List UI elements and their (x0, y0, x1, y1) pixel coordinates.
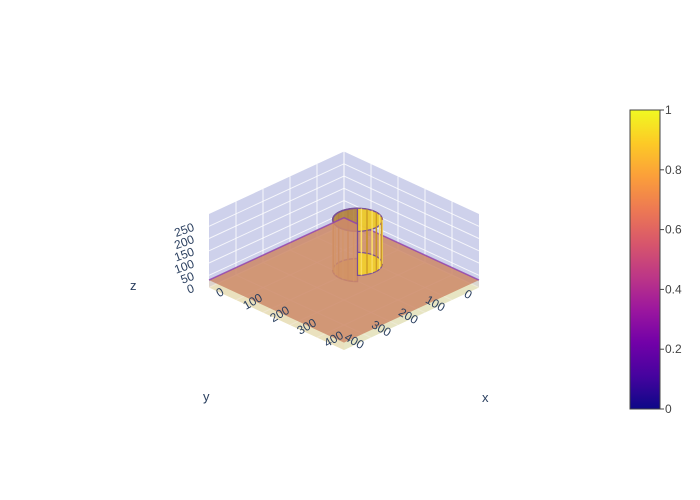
slab-front-y (209, 280, 344, 350)
colorbar-tick-label: 0.6 (665, 223, 682, 237)
colorbar-tick-label: 0 (665, 402, 672, 416)
colorbar-ticks: 0 0.2 0.4 0.6 0.8 1 (660, 103, 682, 416)
z-tick-label: 250 (172, 220, 196, 240)
slab-back-edge (208, 216, 480, 281)
colorbar-tick-label: 0.4 (665, 282, 682, 296)
colorbar-tick-label: 0.8 (665, 163, 682, 177)
x-axis-title: x (482, 390, 489, 405)
z-tick-label: 0 (185, 281, 196, 297)
z-axis-title: z (130, 278, 137, 293)
colorbar-gradient (629, 109, 661, 410)
z-tick-label: 50 (179, 269, 197, 287)
z-tick-label: 150 (172, 244, 196, 264)
colorbar-tick-label: 1 (665, 103, 672, 117)
z-tick-label: 200 (172, 232, 196, 252)
slab-front-x (344, 280, 479, 350)
colorbar-tick-label: 0.2 (665, 342, 682, 356)
z-tick-label: 100 (172, 257, 196, 277)
volume-render (208, 207, 480, 350)
y-axis-title: y (203, 389, 210, 404)
colorbar: 0 0.2 0.4 0.6 0.8 1 (629, 103, 682, 416)
